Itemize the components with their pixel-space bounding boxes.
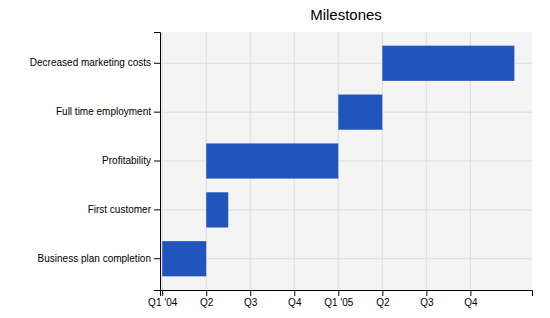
x-tick-label: Q4 — [288, 297, 302, 308]
x-tick-label: Q4 — [464, 297, 478, 308]
title: Milestones — [310, 6, 382, 23]
x-tick: Q2 — [200, 290, 214, 308]
plot-background — [160, 32, 532, 290]
x-tick-label: Q2 — [376, 297, 390, 308]
y-tick-label: Profitability — [102, 155, 151, 166]
y-tick-mark — [154, 258, 160, 259]
x-tick-label: Q1 '05 — [324, 297, 354, 308]
x-tick: Q3 — [420, 290, 434, 308]
y-tick-label: Business plan completion — [38, 253, 151, 264]
x-tick: Q1 '04 — [148, 290, 178, 308]
y-tick-mark — [154, 209, 160, 210]
y-tick: Full time employment — [56, 106, 160, 117]
x-tick: Q4 — [464, 290, 478, 308]
bar — [206, 192, 228, 227]
plot: Q1 '04 Q2 Q3 Q4 Q1 '05 Q2 Q3 Q4 Business plan co… — [30, 32, 533, 308]
y-tick: First customer — [88, 204, 160, 215]
y-tick-mark — [154, 63, 160, 64]
bar — [206, 143, 338, 178]
x-tick-mark — [250, 290, 251, 296]
y-axis-line — [154, 33, 161, 291]
chart: Q1 '04 Q2 Q3 Q4 Q1 '05 Q2 Q3 Q4 Business plan co… — [0, 0, 550, 318]
x-tick-label: Q1 '04 — [148, 297, 178, 308]
y-tick: Profitability — [102, 155, 160, 166]
y-tick-label: Decreased marketing costs — [30, 57, 151, 68]
bar — [338, 95, 382, 130]
x-tick-mark — [294, 290, 295, 296]
x-tick: Q1 '05 — [324, 290, 354, 308]
y-axis: Business plan completion First customer Pr… — [30, 33, 161, 291]
bars — [162, 46, 514, 277]
grid — [160, 32, 532, 290]
x-tick-mark — [206, 290, 207, 296]
x-tick-mark — [338, 290, 339, 296]
x-tick-mark — [382, 290, 383, 296]
x-tick-label: Q3 — [420, 297, 434, 308]
y-tick-mark — [154, 112, 160, 113]
grid-line — [160, 258, 532, 259]
y-tick: Business plan completion — [38, 253, 160, 264]
x-tick: Q3 — [244, 290, 258, 308]
y-tick-mark — [154, 161, 160, 162]
y-tick: Decreased marketing costs — [30, 57, 160, 68]
y-tick-label: First customer — [88, 204, 152, 215]
x-tick-label: Q3 — [244, 297, 258, 308]
x-axis-line — [161, 291, 533, 297]
x-axis: Q1 '04 Q2 Q3 Q4 Q1 '05 Q2 Q3 Q4 — [148, 290, 532, 308]
bar — [382, 46, 514, 81]
x-tick-mark — [426, 290, 427, 296]
x-tick-label: Q2 — [200, 297, 214, 308]
x-tick: Q4 — [288, 290, 302, 308]
y-tick-label: Full time employment — [56, 106, 151, 117]
x-tick-mark — [470, 290, 471, 296]
bar — [162, 241, 206, 276]
x-tick: Q2 — [376, 290, 390, 308]
x-tick-mark — [162, 290, 163, 296]
